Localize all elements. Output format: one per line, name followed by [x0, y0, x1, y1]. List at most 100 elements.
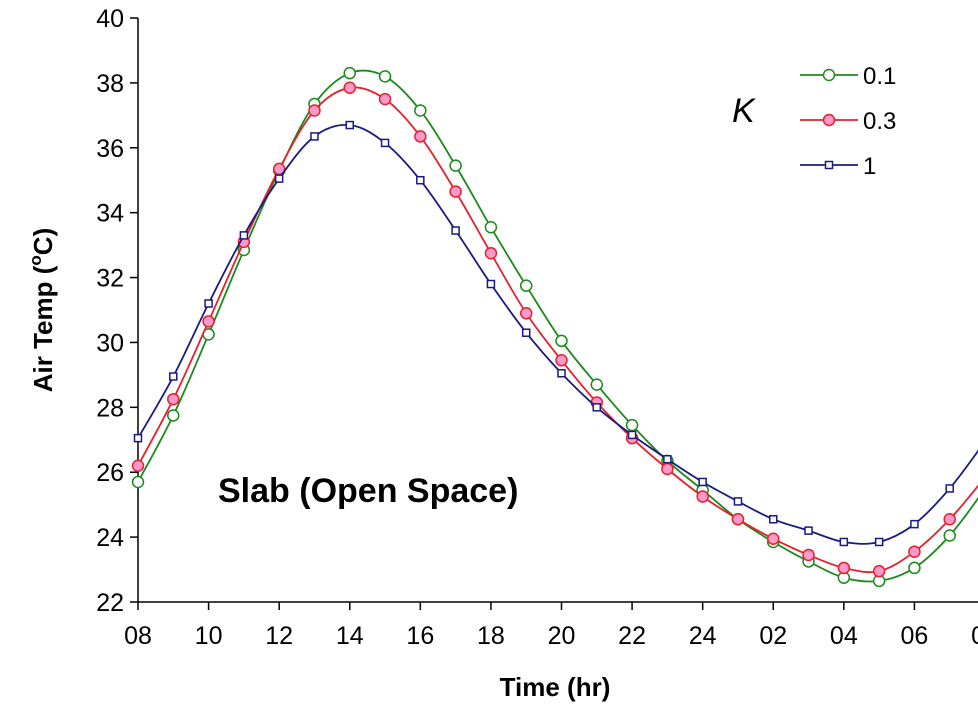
x-tick-label: 06	[901, 622, 929, 650]
y-axis-title-sup: o	[26, 255, 45, 265]
data-point	[451, 226, 460, 235]
series-0.3	[131, 81, 978, 578]
data-point	[380, 138, 390, 148]
data-point	[167, 392, 180, 406]
data-point	[202, 315, 215, 328]
data-point	[908, 561, 921, 575]
x-tick-label: 16	[406, 622, 434, 650]
y-tick-label: 34	[96, 200, 124, 228]
y-tick-label: 32	[96, 265, 124, 293]
y-tick-label: 40	[96, 5, 124, 33]
data-point	[839, 537, 849, 547]
legend-marker	[824, 160, 834, 170]
data-point	[555, 334, 568, 348]
legend-item: 0.3	[800, 108, 896, 135]
series-layer	[131, 66, 978, 588]
data-point	[943, 513, 956, 526]
data-point	[769, 515, 778, 524]
data-point	[310, 132, 319, 141]
chart-annotation: Slab (Open Space)	[218, 472, 518, 510]
axes: 22 24 26 28 30 32 34 36 38 40 08 10 12 14 16 18 20 22 24 02…	[96, 5, 978, 650]
x-tick-label: 08	[971, 622, 978, 650]
data-point	[449, 185, 462, 198]
data-point	[274, 174, 284, 183]
data-point	[698, 477, 707, 487]
y-tick-label: 24	[96, 524, 124, 552]
x-tick-label: 22	[618, 622, 646, 650]
data-point	[837, 561, 851, 575]
data-point	[239, 231, 249, 240]
data-point	[378, 92, 392, 106]
x-axis-title: Time (hr)	[500, 672, 611, 702]
data-point	[804, 526, 813, 535]
series-line	[137, 124, 978, 545]
y-axis-title-tail: C)	[28, 228, 58, 255]
data-point	[519, 306, 533, 320]
data-point	[416, 175, 425, 185]
data-point	[519, 279, 533, 292]
data-point	[663, 454, 672, 464]
data-point	[449, 159, 462, 172]
data-point	[943, 529, 956, 542]
data-point	[590, 378, 604, 391]
data-point	[343, 81, 356, 95]
x-tick-label: 04	[830, 622, 858, 650]
legend-item: 0.1	[800, 63, 896, 90]
data-point	[521, 328, 531, 337]
data-point	[131, 475, 145, 489]
data-point	[133, 433, 143, 443]
y-tick-label: 30	[96, 329, 124, 357]
y-axis-title-main: Air Temp (	[28, 265, 58, 392]
data-point	[204, 299, 213, 308]
data-point	[872, 564, 886, 578]
legend-item: 1	[800, 153, 876, 180]
legend-title: K	[732, 92, 756, 130]
x-tick-label: 14	[336, 622, 364, 650]
x-tick-label: 20	[548, 622, 576, 650]
data-point	[378, 70, 392, 83]
y-tick-label: 36	[96, 135, 124, 163]
data-point	[555, 354, 568, 367]
data-point	[484, 221, 498, 234]
data-point	[345, 120, 354, 130]
y-tick-label: 22	[96, 589, 124, 617]
legend-marker	[822, 68, 836, 82]
data-point	[874, 537, 884, 547]
data-point	[625, 418, 639, 432]
data-point	[661, 462, 674, 476]
data-point	[414, 104, 427, 117]
data-point	[945, 484, 954, 493]
y-axis-title: Air Temp (oC)	[26, 228, 58, 392]
data-point	[910, 519, 919, 529]
data-point	[308, 104, 321, 117]
legend-label: 0.3	[863, 108, 896, 135]
data-point	[908, 545, 921, 558]
data-point	[167, 409, 180, 422]
data-point	[627, 430, 637, 440]
x-tick-label: 24	[689, 622, 717, 650]
data-point	[802, 548, 815, 562]
data-point	[767, 532, 780, 545]
y-tick-label: 28	[96, 394, 124, 422]
x-tick-label: 12	[265, 622, 293, 650]
legend-label: 0.1	[863, 63, 896, 90]
data-point	[557, 369, 566, 378]
legend-marker	[822, 113, 836, 127]
y-tick-label: 26	[96, 459, 124, 487]
x-tick-label: 02	[759, 622, 787, 650]
x-tick-label: 10	[195, 622, 223, 650]
legend-label: 1	[863, 153, 876, 180]
data-point	[484, 246, 498, 260]
data-point	[169, 372, 178, 381]
x-tick-label: 08	[124, 622, 152, 650]
data-point	[731, 513, 745, 526]
y-tick-label: 38	[96, 70, 124, 98]
data-point	[131, 459, 145, 472]
legend: 0.1 0.3 1	[800, 63, 896, 180]
data-point	[696, 490, 709, 503]
x-tick-label: 18	[477, 622, 505, 650]
data-point	[343, 66, 356, 80]
data-point	[486, 279, 496, 289]
